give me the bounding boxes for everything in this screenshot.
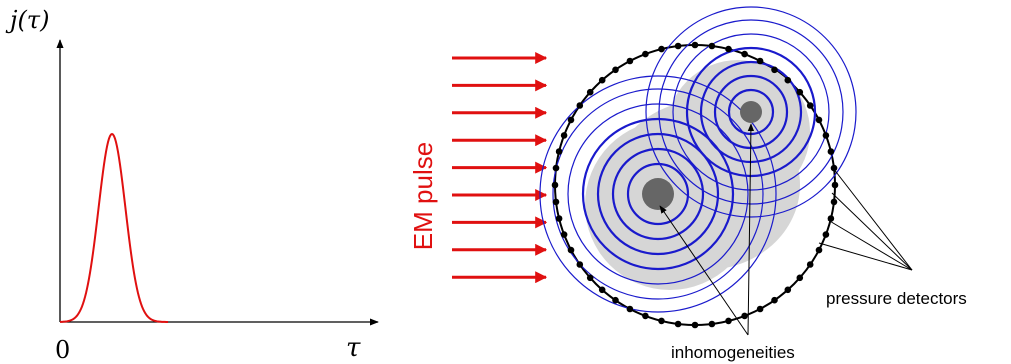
pressure-detector bbox=[806, 102, 814, 109]
pressure-detector bbox=[796, 274, 804, 282]
wave-front-small bbox=[672, 33, 830, 191]
origin-label: 0 bbox=[55, 336, 70, 364]
pressure-detector bbox=[796, 88, 804, 96]
wave-front-large bbox=[552, 88, 764, 300]
pressure-detector bbox=[815, 246, 823, 254]
pressure-detector bbox=[784, 76, 792, 84]
pressure-detector bbox=[598, 286, 606, 294]
pressure-detector bbox=[612, 296, 619, 304]
pressure-detector bbox=[586, 88, 594, 96]
pressure-detector bbox=[806, 261, 814, 268]
pressure-detector bbox=[551, 181, 559, 189]
pressure-detector bbox=[691, 41, 699, 49]
pressure-detector bbox=[567, 246, 575, 254]
inhomogeneity-small bbox=[740, 101, 762, 123]
pressure-detector bbox=[827, 148, 835, 155]
pressure-detector bbox=[576, 102, 584, 109]
pressure-detector bbox=[815, 116, 823, 124]
pressure-detector bbox=[674, 42, 682, 50]
pulse-graph: j(τ) τ 0 bbox=[5, 6, 379, 364]
pressure-detector bbox=[552, 164, 560, 172]
pressure-detector bbox=[822, 231, 830, 238]
pressure-detector bbox=[784, 286, 792, 294]
pressure-detector bbox=[741, 50, 748, 58]
wave-front-small bbox=[658, 19, 844, 205]
pointer-det-3 bbox=[827, 219, 913, 271]
wave-front-small bbox=[645, 6, 857, 218]
pressure-detector bbox=[626, 57, 634, 65]
pressure-detector bbox=[725, 317, 732, 325]
pressure-detector bbox=[756, 57, 764, 65]
wave-front-small bbox=[685, 46, 817, 178]
pressure-detector bbox=[822, 132, 830, 139]
y-axis-label: j(τ) bbox=[5, 6, 49, 34]
wave-front-large bbox=[539, 75, 777, 313]
pressure-detector bbox=[642, 50, 649, 58]
wave-front-large bbox=[626, 162, 690, 226]
pressure-detector bbox=[756, 305, 764, 313]
pressure-detectors-label: pressure detectors bbox=[826, 289, 967, 308]
pointer-inhom-2 bbox=[747, 123, 755, 336]
pressure-detector bbox=[708, 42, 716, 50]
pointer-det-4 bbox=[818, 242, 913, 271]
pressure-detector bbox=[831, 181, 839, 189]
pulse-curve bbox=[59, 132, 169, 323]
inhomogeneity-large bbox=[642, 178, 674, 210]
pressure-detector bbox=[555, 148, 563, 155]
pressure-detector bbox=[674, 320, 682, 328]
pressure-detector bbox=[560, 231, 568, 238]
pressure-detector bbox=[725, 45, 732, 53]
pressure-detector bbox=[560, 132, 568, 139]
pressure-detector bbox=[658, 317, 665, 325]
pressure-detector bbox=[771, 66, 778, 74]
wave-front-large bbox=[611, 147, 705, 241]
acoustic-waves bbox=[539, 6, 857, 313]
pulse-arrows bbox=[452, 52, 548, 284]
pressure-detector bbox=[771, 296, 778, 304]
pressure-detector bbox=[741, 312, 748, 320]
pressure-detector bbox=[658, 45, 665, 53]
inhomogeneities-label: inhomogeneities bbox=[671, 343, 795, 362]
pressure-detector bbox=[576, 261, 584, 268]
wave-front-small bbox=[699, 60, 803, 164]
detector-ring bbox=[551, 41, 839, 329]
pressure-detector bbox=[830, 198, 838, 206]
pressure-detector bbox=[552, 198, 560, 206]
pressure-detector bbox=[598, 76, 606, 84]
gray-region-mid bbox=[610, 100, 800, 270]
pressure-detector bbox=[642, 312, 649, 320]
pressure-detector bbox=[691, 321, 699, 329]
pressure-detector bbox=[612, 66, 619, 74]
pointer-det-1 bbox=[832, 167, 913, 271]
pointer-lines bbox=[659, 123, 913, 336]
pressure-detector bbox=[827, 215, 835, 222]
pressure-detector bbox=[586, 274, 594, 282]
pointer-inhom-1 bbox=[659, 205, 749, 336]
em-pulse-label: EM pulse bbox=[408, 142, 438, 250]
wave-front-large bbox=[596, 132, 720, 256]
pressure-detector bbox=[567, 116, 575, 124]
pointer-det-2 bbox=[831, 192, 913, 271]
pressure-detector bbox=[708, 320, 716, 328]
pressure-detector bbox=[830, 164, 838, 172]
wave-front-large bbox=[567, 103, 749, 285]
wave-front-large bbox=[581, 117, 735, 271]
pressure-detector bbox=[626, 305, 634, 313]
pressure-detector bbox=[555, 215, 563, 222]
x-axis-label: τ bbox=[346, 333, 361, 363]
